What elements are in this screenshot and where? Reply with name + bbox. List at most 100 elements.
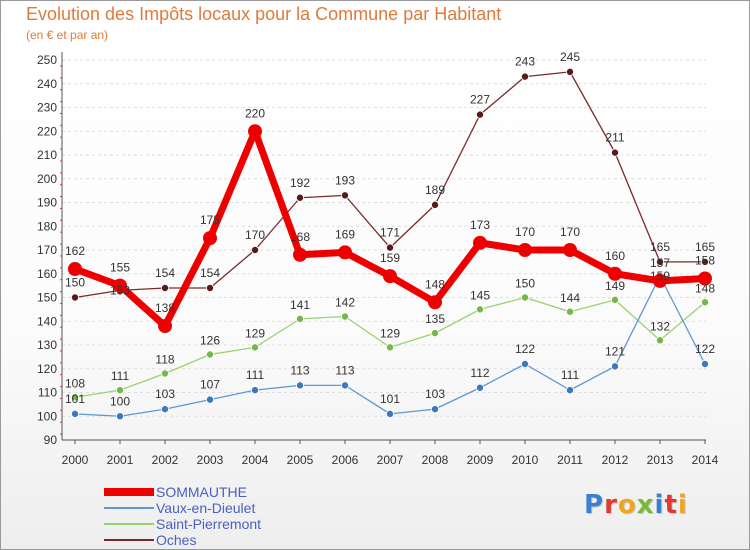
data-point (521, 72, 530, 81)
logo-letter: P (584, 490, 605, 520)
data-point (71, 293, 80, 302)
gridlines (62, 59, 706, 441)
data-label: 141 (290, 298, 310, 312)
y-tick-label: 230 (37, 101, 57, 115)
data-point (116, 412, 125, 421)
data-point (518, 243, 532, 257)
data-label: 170 (515, 225, 535, 239)
data-point (475, 383, 484, 392)
y-tick-label: 210 (37, 148, 57, 162)
data-label: 122 (695, 342, 715, 356)
chart-subtitle: (en € et par an) (26, 28, 109, 42)
data-label: 192 (290, 176, 310, 190)
x-tick-label: 2008 (422, 453, 449, 467)
logo-letter: r (604, 490, 618, 520)
data-point (428, 295, 442, 310)
data-point (611, 295, 620, 304)
x-tick-label: 2014 (692, 453, 719, 467)
y-tick-label: 160 (37, 267, 57, 281)
logo-letter: x (636, 490, 655, 520)
x-tick-label: 2005 (287, 453, 314, 467)
data-label: 165 (650, 240, 670, 254)
x-tick-label: 2009 (467, 453, 494, 467)
data-label: 175 (200, 213, 220, 227)
data-label: 138 (155, 301, 175, 315)
y-tick-label: 150 (37, 291, 57, 305)
data-label: 118 (155, 353, 174, 367)
legend-label: Saint-Pierremont (156, 516, 262, 532)
data-point (385, 409, 394, 418)
data-label: 144 (560, 291, 580, 305)
y-tick-label: 100 (37, 409, 57, 423)
data-label: 113 (290, 363, 309, 377)
data-point (521, 359, 530, 368)
data-point (473, 235, 487, 250)
logo-letter: o (617, 490, 637, 520)
data-point (563, 243, 577, 257)
data-point (293, 247, 307, 262)
legend-swatch (104, 523, 154, 525)
data-label: 129 (245, 326, 265, 340)
data-label: 111 (246, 368, 265, 382)
y-tick-label: 130 (37, 338, 57, 352)
data-point (158, 319, 172, 333)
y-tick-label: 200 (37, 172, 57, 186)
data-point (475, 305, 484, 314)
x-tick-label: 2007 (377, 453, 404, 467)
x-tick-label: 2003 (197, 453, 224, 467)
data-label: 220 (245, 106, 265, 120)
x-tick-label: 2012 (602, 453, 629, 467)
data-point (653, 273, 667, 288)
data-point (566, 67, 575, 76)
data-label: 243 (515, 55, 535, 69)
data-label: 168 (290, 230, 310, 244)
data-label: 150 (65, 276, 85, 290)
data-point (205, 395, 214, 404)
data-label: 113 (335, 363, 354, 377)
data-point (250, 245, 259, 254)
data-label: 154 (155, 266, 175, 280)
data-point (295, 193, 304, 202)
data-point (340, 312, 349, 321)
data-label: 211 (605, 131, 624, 145)
data-label: 162 (65, 244, 85, 258)
data-label: 112 (470, 366, 489, 380)
data-point (250, 343, 259, 352)
y-tick-label: 120 (37, 362, 57, 376)
data-label: 100 (110, 394, 130, 408)
data-point (701, 257, 710, 266)
data-label: 150 (515, 277, 535, 291)
data-point (566, 307, 575, 316)
data-label: 171 (380, 226, 400, 240)
data-label: 107 (200, 378, 220, 392)
data-point (430, 200, 439, 209)
data-point (701, 359, 710, 368)
data-label: 149 (605, 279, 625, 293)
x-tick-label: 2006 (332, 453, 359, 467)
data-point (203, 231, 217, 246)
data-label: 154 (200, 266, 220, 280)
x-tick-label: 2011 (557, 453, 583, 467)
data-label: 101 (380, 392, 400, 406)
y-tick-label: 180 (37, 219, 57, 233)
data-point (701, 298, 710, 307)
data-label: 142 (335, 296, 355, 310)
data-label: 160 (605, 249, 625, 263)
data-point (250, 386, 259, 395)
data-label: 129 (380, 326, 400, 340)
data-label: 111 (561, 368, 580, 382)
x-tick-label: 2001 (107, 453, 134, 467)
data-point (338, 245, 352, 260)
data-point (113, 278, 127, 293)
data-point (160, 283, 169, 292)
data-point (205, 350, 214, 359)
data-point (248, 124, 262, 139)
data-label: 245 (560, 50, 580, 64)
data-label: 111 (111, 369, 130, 383)
data-label: 121 (605, 344, 625, 358)
y-tick-label: 240 (37, 77, 57, 91)
data-point (71, 409, 80, 418)
data-label: 165 (695, 240, 715, 254)
data-point (68, 262, 82, 276)
